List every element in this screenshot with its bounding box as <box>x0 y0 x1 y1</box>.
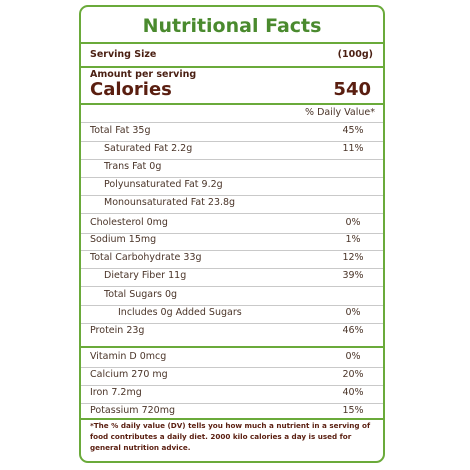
nutrient-label: Monounsaturated Fat 23.8g <box>104 197 236 208</box>
nutrient-daily-value: 45% <box>342 125 364 136</box>
row-divider <box>81 367 383 368</box>
nutrient-label: Total Sugars 0g <box>104 289 178 300</box>
vitamin-label: Vitamin D 0mcg <box>90 351 167 362</box>
nutrient-daily-value: 46% <box>342 325 364 336</box>
vitamin-row: Vitamin D 0mcg 0% <box>81 351 383 367</box>
serving-size-label: Serving Size <box>90 49 157 60</box>
row-divider <box>81 159 383 160</box>
nutrient-label: Total Carbohydrate 33g <box>90 252 202 263</box>
row-divider <box>81 323 383 324</box>
vitamin-daily-value: 40% <box>342 387 364 398</box>
vitamin-daily-value: 0% <box>345 351 361 362</box>
nutrient-label: Includes 0g Added Sugars <box>118 307 242 318</box>
amount-per-serving-row: Amount per serving <box>81 69 383 85</box>
nutrition-facts-panel: Nutritional Facts Serving Size (100g) Am… <box>79 5 385 463</box>
footnote: *The % daily value (DV) tells you how mu… <box>90 421 371 452</box>
calories-divider <box>81 103 383 105</box>
vitamin-row: Calcium 270 mg 20% <box>81 369 383 385</box>
row-divider <box>81 250 383 251</box>
nutrient-label: Sodium 15mg <box>90 234 157 245</box>
serving-size-value: (100g) <box>337 49 373 60</box>
serving-divider <box>81 66 383 68</box>
nutrient-daily-value: 12% <box>342 252 364 263</box>
nutrient-daily-value: 39% <box>342 270 364 281</box>
daily-value-header: % Daily Value* <box>305 107 375 118</box>
footnote-divider <box>81 418 383 420</box>
nutrient-row: Monounsaturated Fat 23.8g <box>81 197 383 213</box>
nutrient-daily-value: 0% <box>345 307 361 318</box>
vitamin-divider <box>81 346 383 348</box>
nutrient-row: Dietary Fiber 11g 39% <box>81 270 383 286</box>
nutrient-label: Trans Fat 0g <box>104 161 162 172</box>
nutrient-row: Polyunsaturated Fat 9.2g <box>81 179 383 195</box>
nutrient-row: Saturated Fat 2.2g 11% <box>81 143 383 159</box>
nutrient-label: Saturated Fat 2.2g <box>104 143 193 154</box>
nutrient-daily-value: 1% <box>345 234 361 245</box>
calories-value: 540 <box>333 79 371 100</box>
panel-title: Nutritional Facts <box>142 15 322 37</box>
vitamin-label: Iron 7.2mg <box>90 387 142 398</box>
nutrient-label: Protein 23g <box>90 325 145 336</box>
header-divider <box>81 122 383 123</box>
vitamin-daily-value: 20% <box>342 369 364 380</box>
row-divider <box>81 403 383 404</box>
daily-value-header-row: % Daily Value* <box>81 107 383 123</box>
vitamin-row: Iron 7.2mg 40% <box>81 387 383 403</box>
row-divider <box>81 385 383 386</box>
nutrient-row: Sodium 15mg 1% <box>81 234 383 250</box>
nutrient-row: Cholesterol 0mg 0% <box>81 217 383 233</box>
nutrient-daily-value: 0% <box>345 217 361 228</box>
row-divider <box>81 195 383 196</box>
row-divider <box>81 233 383 234</box>
nutrient-row: Protein 23g 46% <box>81 325 383 341</box>
nutrient-label: Cholesterol 0mg <box>90 217 168 228</box>
nutrient-row: Total Carbohydrate 33g 12% <box>81 252 383 268</box>
nutrient-row: Trans Fat 0g <box>81 161 383 177</box>
row-divider <box>81 141 383 142</box>
nutrient-label: Total Fat 35g <box>90 125 151 136</box>
row-divider <box>81 286 383 287</box>
serving-size-row: Serving Size (100g) <box>81 49 383 65</box>
title-divider <box>81 42 383 44</box>
vitamin-daily-value: 15% <box>342 405 364 416</box>
calories-label: Calories <box>90 79 172 100</box>
row-divider <box>81 268 383 269</box>
row-divider <box>81 213 383 214</box>
vitamin-row: Potassium 720mg 15% <box>81 405 383 421</box>
nutrient-label: Dietary Fiber 11g <box>104 270 187 281</box>
row-divider <box>81 305 383 306</box>
calories-row: Calories 540 <box>81 79 383 103</box>
nutrient-daily-value: 11% <box>342 143 364 154</box>
nutrient-row: Total Sugars 0g <box>81 289 383 305</box>
vitamin-label: Calcium 270 mg <box>90 369 168 380</box>
amount-per-serving-label: Amount per serving <box>90 69 197 80</box>
nutrient-row: Includes 0g Added Sugars 0% <box>81 307 383 323</box>
row-divider <box>81 177 383 178</box>
nutrient-label: Polyunsaturated Fat 9.2g <box>104 179 223 190</box>
nutrient-row: Total Fat 35g 45% <box>81 125 383 141</box>
vitamin-label: Potassium 720mg <box>90 405 175 416</box>
